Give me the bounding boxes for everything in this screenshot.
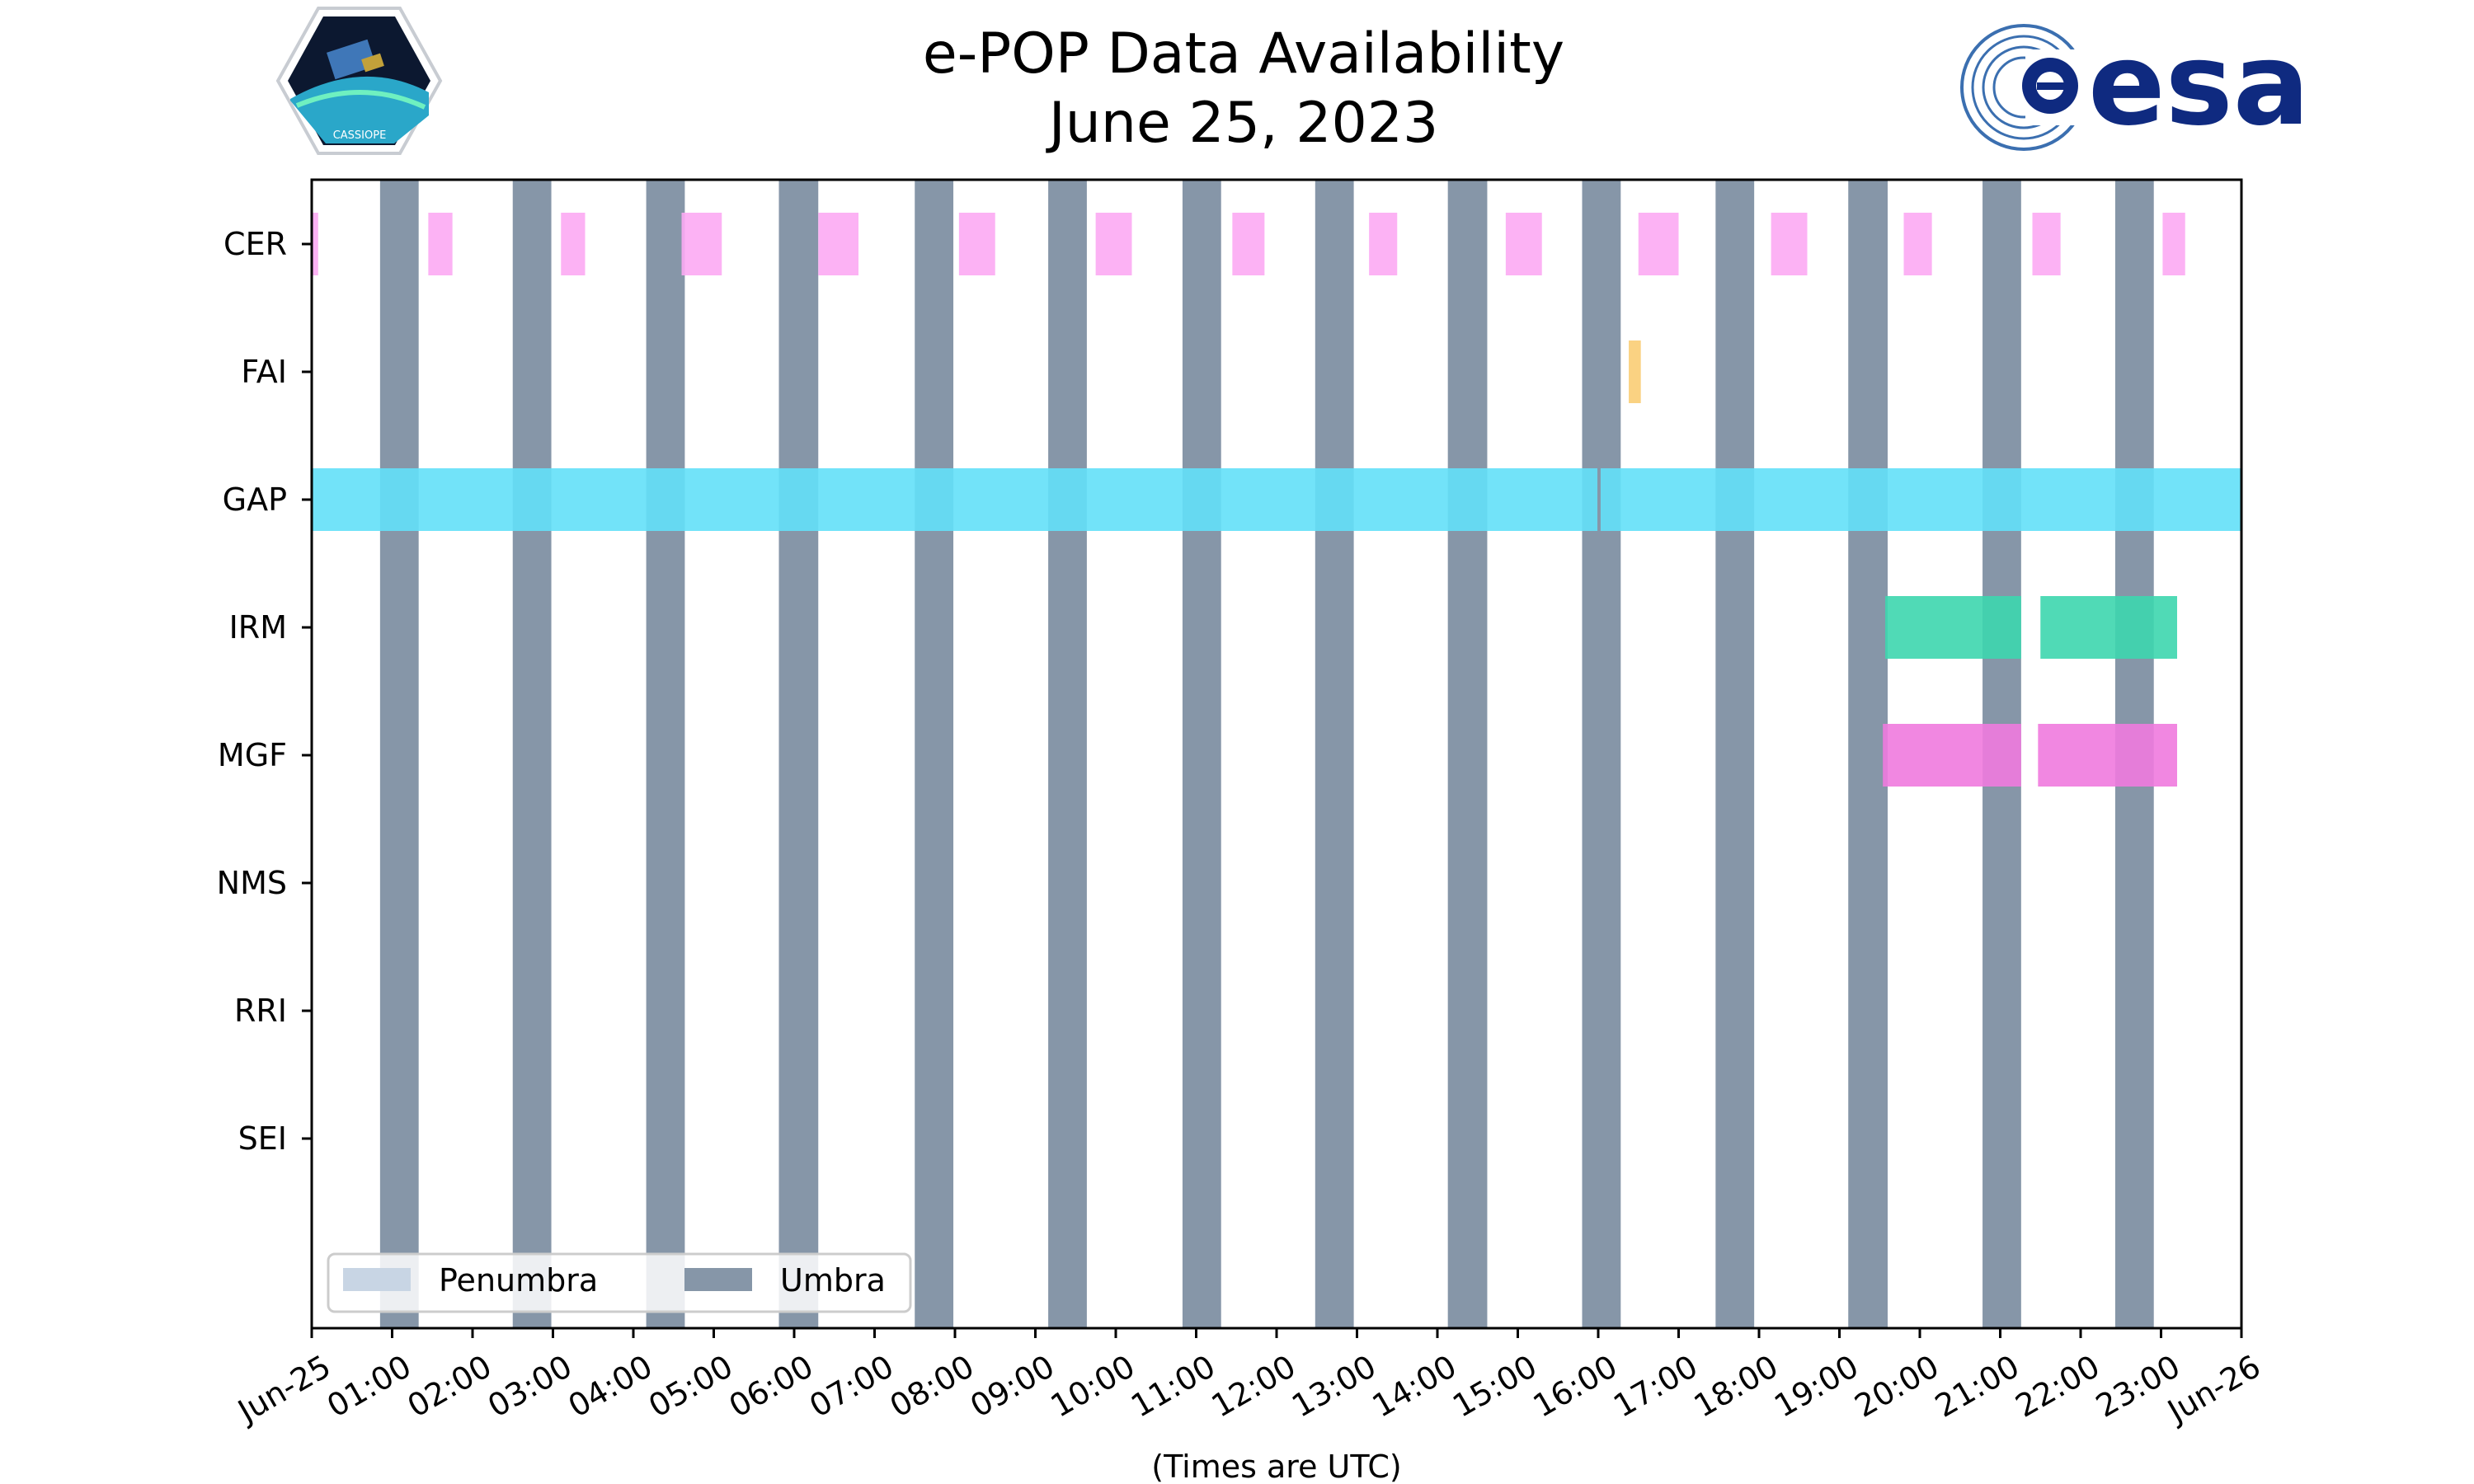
data-bar-cer <box>1095 213 1132 275</box>
y-tick-label: FAI <box>241 354 287 390</box>
legend-umbra-swatch <box>684 1268 752 1291</box>
y-tick-label: IRM <box>229 609 287 646</box>
chart-title: e-POP Data Availability <box>923 21 1564 87</box>
x-tick-label: 07:00 <box>803 1348 900 1425</box>
cassiope-logo: CASSIOPE <box>275 7 443 155</box>
x-tick-label: Jun-26 <box>2161 1348 2267 1430</box>
x-tick-label: 04:00 <box>562 1348 659 1425</box>
umbra-band <box>1715 180 1755 1328</box>
x-tick-label: 02:00 <box>402 1348 498 1425</box>
x-tick-label: 06:00 <box>723 1348 820 1425</box>
data-bar-cer <box>2032 213 2061 275</box>
data-bar-cer <box>1232 213 1265 275</box>
data-bar-cer <box>1505 213 1542 275</box>
umbra-band <box>1447 180 1488 1328</box>
data-bar-irm <box>2040 596 2177 659</box>
data-bar-cer <box>428 213 453 275</box>
umbra-band <box>1182 180 1221 1328</box>
x-tick-label: 01:00 <box>321 1348 417 1425</box>
x-axis-label: (Times are UTC) <box>1151 1449 1401 1484</box>
esa-logo-text: esa <box>2088 18 2310 151</box>
umbra-band <box>778 180 819 1328</box>
x-tick-label: 09:00 <box>964 1348 1061 1425</box>
x-tick-label: 17:00 <box>1607 1348 1704 1425</box>
x-tick-label: 03:00 <box>482 1348 578 1425</box>
umbra-layer <box>379 180 2154 1328</box>
y-tick-label: RRI <box>234 993 287 1029</box>
cassiope-logo-text: CASSIOPE <box>333 129 387 142</box>
x-tick-label: 20:00 <box>1849 1348 1945 1425</box>
legend-penumbra-swatch <box>343 1268 411 1291</box>
x-tick-label: 16:00 <box>1527 1348 1624 1425</box>
umbra-band <box>379 180 419 1328</box>
umbra-band <box>1582 180 1621 1328</box>
data-bar-mgf <box>1883 724 2021 787</box>
chart-subtitle: June 25, 2023 <box>1046 91 1439 156</box>
x-tick-label: 18:00 <box>1688 1348 1785 1425</box>
data-bar-cer <box>1771 213 1808 275</box>
umbra-band <box>1315 180 1354 1328</box>
data-bar-cer <box>2162 213 2185 275</box>
umbra-band <box>512 180 552 1328</box>
legend: Penumbra Umbra <box>327 1252 912 1313</box>
x-tick-label: 13:00 <box>1286 1348 1382 1425</box>
y-axis: CER FAI GAP IRM MGF NMS RRI SEI <box>217 226 312 1157</box>
x-tick-label: 08:00 <box>884 1348 981 1425</box>
x-tick-label: Jun-25 <box>231 1348 337 1430</box>
y-tick-label: CER <box>223 226 287 262</box>
umbra-band <box>646 180 685 1328</box>
data-bar-irm <box>1885 596 2021 659</box>
legend-box <box>327 1252 912 1313</box>
esa-logo: esa <box>1960 18 2310 151</box>
legend-umbra-label: Umbra <box>780 1262 886 1298</box>
x-tick-label: 22:00 <box>2010 1348 2106 1425</box>
y-tick-label: MGF <box>218 737 287 773</box>
x-tick-label: 19:00 <box>1768 1348 1865 1425</box>
data-bar-cer <box>561 213 586 275</box>
data-bar-cer <box>312 213 318 275</box>
x-axis: Jun-2501:0002:0003:0004:0005:0006:0007:0… <box>231 1328 2267 1430</box>
data-bar-fai <box>1629 340 1641 403</box>
umbra-band <box>915 180 954 1328</box>
x-tick-label: 12:00 <box>1206 1348 1302 1425</box>
x-tick-label: 11:00 <box>1125 1348 1221 1425</box>
y-tick-label: GAP <box>223 481 287 518</box>
y-tick-label: SEI <box>238 1120 287 1157</box>
data-bar-gap <box>1600 468 2241 531</box>
data-bar-gap <box>312 468 1598 531</box>
x-tick-label: 05:00 <box>642 1348 739 1425</box>
legend-penumbra-label: Penumbra <box>439 1262 598 1298</box>
umbra-band <box>1848 180 1888 1328</box>
series-layer <box>312 213 2241 787</box>
y-tick-label: NMS <box>217 865 287 901</box>
data-bar-mgf <box>2038 724 2177 787</box>
data-bar-cer <box>1369 213 1398 275</box>
data-bar-cer <box>818 213 858 275</box>
data-bar-cer <box>1903 213 1932 275</box>
data-bar-cer <box>681 213 722 275</box>
data-bar-cer <box>1638 213 1679 275</box>
x-tick-label: 14:00 <box>1366 1348 1463 1425</box>
x-tick-label: 15:00 <box>1446 1348 1543 1425</box>
x-tick-label: 21:00 <box>1929 1348 2025 1425</box>
x-tick-label: 10:00 <box>1045 1348 1141 1425</box>
umbra-band <box>1048 180 1087 1328</box>
data-bar-cer <box>958 213 995 275</box>
